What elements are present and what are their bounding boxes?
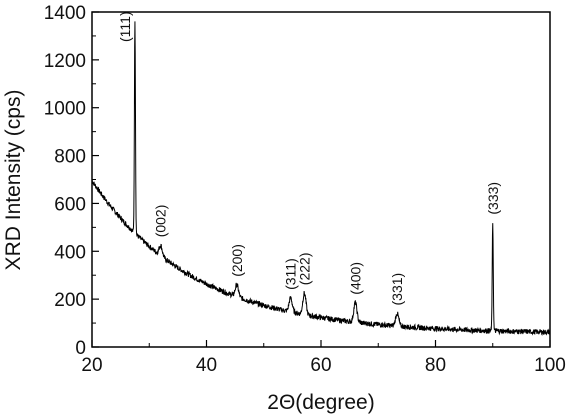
peak-label: (222) [296,253,312,286]
x-tick-label: 60 [310,355,331,376]
peak-labels: (111) (002) (200) (311)(222) (400) (331) (333) [117,11,501,305]
y-axis-title: XRD Intensity (cps) [2,90,25,271]
x-axis-ticks: 20 40 60 80 100 [81,340,566,376]
peak-label: (200) [229,244,245,277]
x-tick-label: 80 [425,355,446,376]
plot-frame [91,11,551,348]
x-tick-label: 100 [534,355,566,376]
peak-label: (333) [485,182,501,215]
y-axis-ticks: 0 200 400 600 800 1000 1200 1400 [44,3,99,359]
y-tick-label: 800 [54,147,86,168]
peak-label: (400) [347,262,363,295]
y-tick-label: 0 [75,338,86,359]
x-tick-label: 20 [81,355,102,376]
x-tick-label: 40 [196,355,217,376]
y-tick-label: 1000 [44,99,86,120]
x-axis-title: 2Θ(degree) [267,391,374,414]
peak-label: (311) [283,258,299,290]
peak-label: (111) [117,11,133,42]
y-tick-label: 1200 [44,51,86,72]
y-tick-label: 400 [54,242,86,263]
y-tick-label: 1400 [44,3,86,24]
y-tick-label: 200 [54,290,86,311]
y-tick-label: 600 [54,194,86,215]
xrd-trace [91,21,551,336]
peak-label: (002) [153,205,169,238]
peak-label: (331) [389,273,405,306]
